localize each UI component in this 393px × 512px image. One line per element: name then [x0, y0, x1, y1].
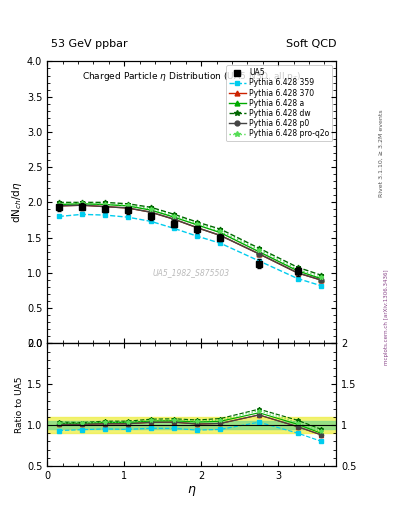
Text: mcplots.cern.ch [arXiv:1306.3436]: mcplots.cern.ch [arXiv:1306.3436]	[384, 270, 389, 365]
Text: 53 GeV ppbar: 53 GeV ppbar	[51, 38, 128, 49]
Text: UA5_1982_S875503: UA5_1982_S875503	[153, 268, 230, 278]
Y-axis label: dN$_{ch}$/d$\eta$: dN$_{ch}$/d$\eta$	[10, 182, 24, 223]
Legend: UA5, Pythia 6.428 359, Pythia 6.428 370, Pythia 6.428 a, Pythia 6.428 dw, Pythia: UA5, Pythia 6.428 359, Pythia 6.428 370,…	[226, 65, 332, 141]
Y-axis label: Ratio to UA5: Ratio to UA5	[15, 376, 24, 433]
Text: Charged Particle $\eta$ Distribution (UA5 NSD, all p$_{T}$): Charged Particle $\eta$ Distribution (UA…	[82, 70, 301, 83]
X-axis label: $\eta$: $\eta$	[187, 483, 196, 498]
Text: Rivet 3.1.10, ≥ 3.2M events: Rivet 3.1.10, ≥ 3.2M events	[379, 110, 384, 198]
Text: Soft QCD: Soft QCD	[286, 38, 336, 49]
